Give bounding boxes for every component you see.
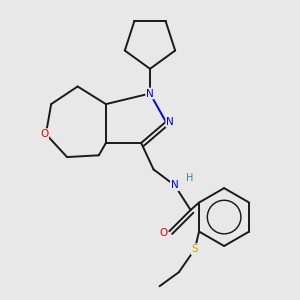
Text: N: N [171, 180, 178, 190]
Text: S: S [191, 244, 198, 254]
Text: O: O [159, 228, 167, 238]
Text: N: N [146, 88, 154, 98]
Text: N: N [166, 117, 174, 127]
Text: H: H [186, 172, 193, 182]
Text: O: O [40, 129, 48, 139]
